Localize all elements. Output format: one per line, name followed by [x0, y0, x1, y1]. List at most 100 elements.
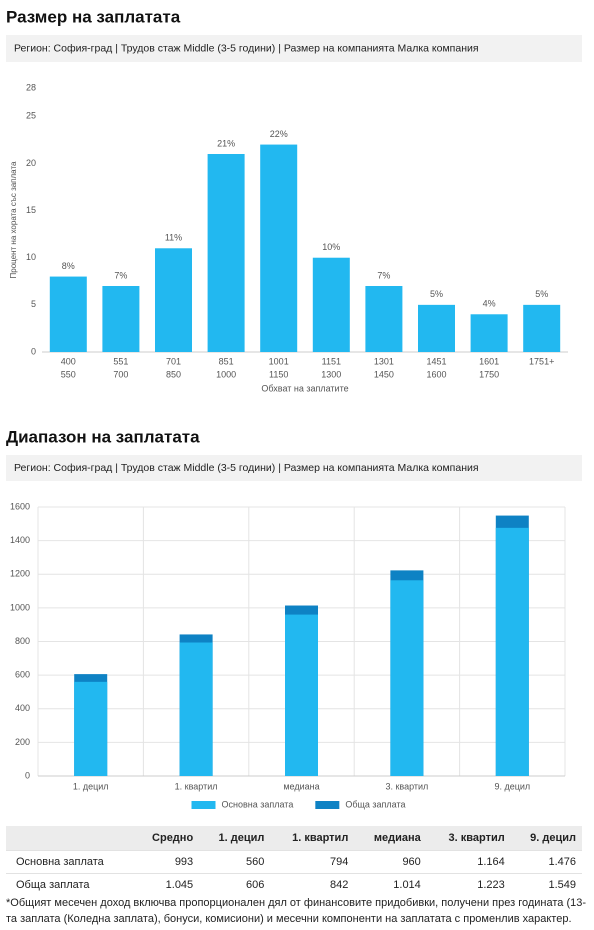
y-tick-label: 10 [26, 252, 36, 262]
bar [74, 681, 108, 776]
x-axis-title: Обхват на заплатите [261, 383, 348, 393]
footnote: *Общият месечен доход включва пропорцион… [6, 897, 587, 925]
x-tick-label: 1. квартил [175, 781, 218, 791]
x-tick-label: 1451 [426, 356, 446, 366]
table-cell: 1.223 [426, 873, 511, 896]
table-row: Обща заплата 1.045 606 842 1.014 1.223 1.549 [6, 873, 582, 896]
header-cell [6, 826, 134, 851]
table-cell: 1.476 [510, 850, 582, 874]
x-tick-label: 1600 [426, 369, 446, 379]
y-tick-label: 1000 [10, 602, 30, 612]
x-tick-label: 1450 [374, 369, 394, 379]
bar [49, 276, 87, 352]
x-tick-label: 400 [61, 356, 76, 366]
bar [390, 580, 424, 776]
header-cell: медиана [354, 826, 427, 851]
table-row: Основна заплата 993 560 794 960 1.164 1.476 [6, 850, 582, 874]
x-tick-label: 9. децил [494, 781, 530, 791]
y-axis-title: Процент на хората със заплата [9, 161, 18, 279]
bar [470, 314, 508, 352]
bar [495, 527, 529, 776]
y-tick-label: 1200 [10, 569, 30, 579]
bar [155, 248, 192, 352]
summary-table: Средно 1. децил 1. квартил медиана 3. кварти… [6, 826, 582, 896]
bar [285, 614, 318, 776]
header-cell: 1. квартил [270, 826, 355, 851]
table-cell: 794 [270, 850, 355, 874]
value-label: 4% [483, 299, 496, 309]
table-cell: 1.549 [510, 873, 582, 896]
row-label: Основна заплата [6, 850, 134, 874]
y-tick-label: 25 [26, 111, 36, 121]
x-tick-label: 1001 [269, 356, 289, 366]
section-title: Диапазон на заплатата [6, 427, 200, 446]
legend-swatch [191, 801, 216, 809]
value-label: 22% [270, 129, 288, 139]
section-title: Размер на заплатата [6, 7, 181, 26]
bar [179, 642, 213, 776]
bar [260, 144, 298, 352]
filter-text: Регион: София-град | Трудов стаж Middle … [14, 462, 479, 474]
table-cell: 606 [199, 873, 271, 896]
table-cell: 1.014 [354, 873, 427, 896]
y-tick-label: 600 [15, 670, 30, 680]
value-label: 5% [535, 289, 548, 299]
filter-box [6, 455, 582, 481]
x-tick-label: 1301 [374, 356, 394, 366]
table-cell: 842 [270, 873, 355, 896]
legend-label: Обща заплата [345, 799, 405, 809]
filter-box [6, 35, 582, 62]
x-tick-label: 1601 [479, 356, 499, 366]
table-cell: 960 [354, 850, 427, 874]
legend-swatch [315, 801, 340, 809]
legend-label: Основна заплата [222, 799, 294, 809]
x-tick-label: 3. квартил [385, 781, 428, 791]
y-tick-label: 28 [26, 82, 36, 92]
y-tick-label: 5 [31, 299, 36, 309]
header-cell: 1. децил [199, 826, 271, 851]
x-tick-label: 551 [113, 356, 128, 366]
x-tick-label: 700 [113, 369, 128, 379]
x-tick-label: 1750 [479, 369, 499, 379]
value-label: 8% [62, 261, 75, 271]
x-tick-label: 1. децил [73, 781, 109, 791]
y-tick-label: 1600 [10, 501, 30, 511]
charts: Размер на заплатата Регион: София-град | … [6, 7, 582, 809]
header-cell: Средно [133, 826, 200, 851]
bar [418, 304, 455, 352]
x-tick-label: 1300 [321, 369, 341, 379]
x-tick-label: 550 [61, 369, 76, 379]
table-cell: 560 [199, 850, 271, 874]
value-label: 21% [217, 138, 235, 148]
table-cell: 993 [133, 850, 200, 874]
x-tick-label: 1000 [216, 369, 236, 379]
x-tick-label: 851 [219, 356, 234, 366]
table-header: Средно 1. децил 1. квартил медиана 3. кварти… [6, 826, 582, 851]
x-tick-label: 1151 [322, 356, 341, 366]
value-label: 5% [430, 289, 443, 299]
value-label: 7% [114, 270, 127, 280]
bar [365, 286, 403, 352]
bar [523, 304, 561, 352]
bar [102, 286, 140, 352]
value-label: 7% [377, 270, 390, 280]
y-tick-label: 15 [26, 205, 36, 215]
x-tick-label: медиана [283, 781, 319, 791]
y-tick-label: 0 [31, 346, 36, 356]
value-label: 11% [165, 233, 182, 243]
y-tick-label: 20 [26, 158, 36, 168]
value-label: 10% [322, 242, 340, 252]
y-tick-label: 400 [15, 703, 30, 713]
x-tick-label: 850 [166, 369, 181, 379]
table-body: Основна заплата 993 560 794 960 1.164 1.476 Общ… [6, 850, 582, 896]
y-tick-label: 1400 [10, 535, 30, 545]
y-tick-label: 800 [15, 636, 30, 646]
header-cell: 9. децил [510, 826, 582, 851]
x-tick-label: 701 [166, 356, 181, 366]
header-cell: 3. квартил [426, 826, 511, 851]
x-tick-label: 1150 [269, 369, 288, 379]
y-tick-label: 0 [25, 770, 30, 780]
bar [207, 154, 245, 352]
table-cell: 1.045 [133, 873, 200, 896]
